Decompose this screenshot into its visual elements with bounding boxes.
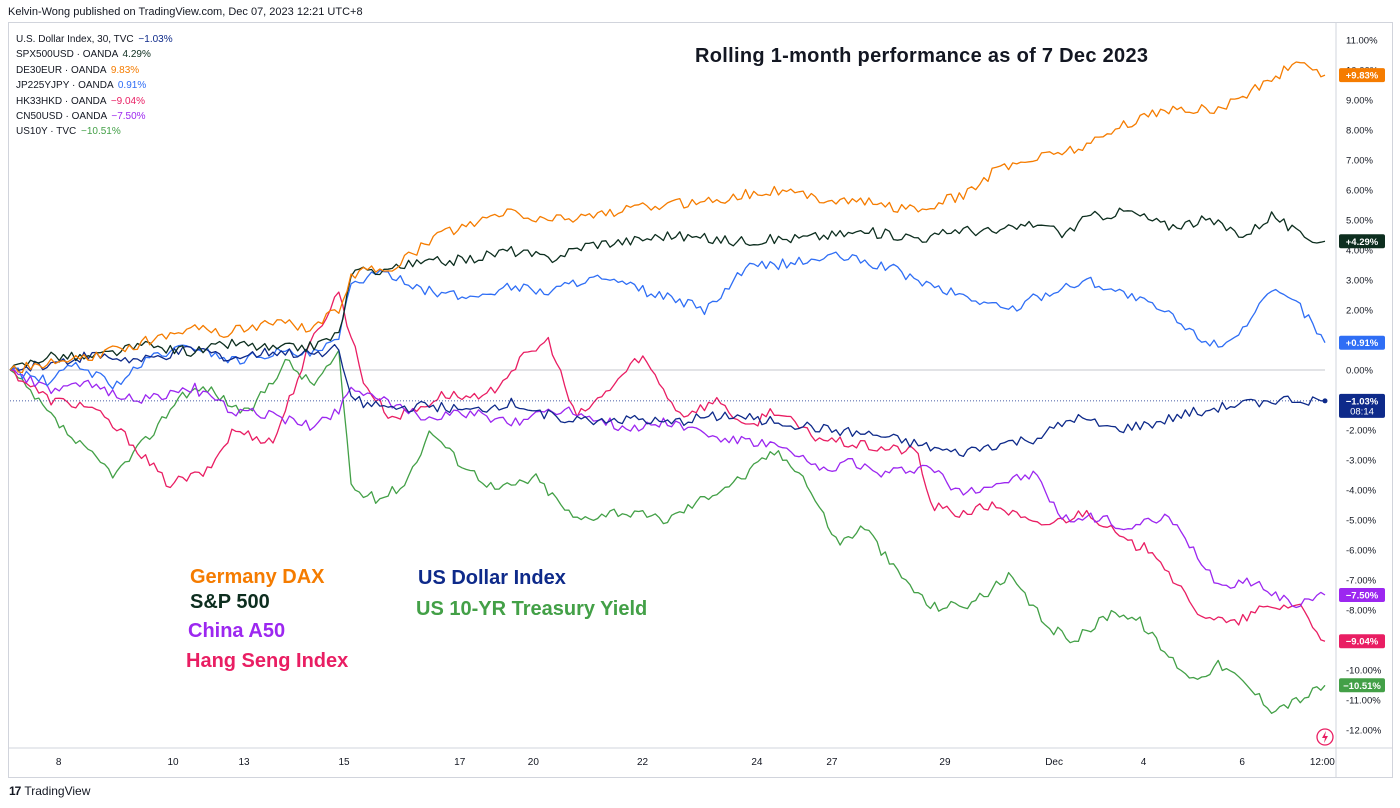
- time-badge-label: 08:14: [1350, 406, 1374, 417]
- x-tick-label: 13: [239, 757, 251, 768]
- legend-row-cn50[interactable]: CN50USD · OANDA −7.50%: [16, 109, 173, 124]
- legend-row-hk33[interactable]: HK33HKD · OANDA −9.04%: [16, 94, 173, 109]
- series-line-jp225: [9, 251, 1326, 390]
- last-value-label-spx: +4.29%: [1346, 237, 1379, 248]
- last-value-badge-spx: [1339, 234, 1385, 249]
- x-tick-label: 27: [826, 757, 838, 768]
- x-tick-label: 10: [167, 757, 179, 768]
- annotation-dxy: US Dollar Index: [418, 567, 566, 589]
- last-value-label-dxy: −1.03%: [1346, 396, 1379, 407]
- x-tick-label: 8: [56, 757, 62, 768]
- dxy-last-point: [1322, 398, 1328, 404]
- last-value-label-cn50: −7.50%: [1346, 591, 1379, 602]
- legend-row-spx[interactable]: SPX500USD · OANDA 4.29%: [16, 47, 173, 62]
- series-line-hk33: [9, 291, 1326, 642]
- last-value-badge-dax: [1339, 68, 1385, 83]
- last-value-badge-cn50: [1339, 588, 1385, 602]
- annotation-cn50: China A50: [188, 620, 286, 642]
- legend-label: U.S. Dollar Index, 30, TVC: [16, 34, 137, 45]
- footer-brand: 17 TradingView: [9, 784, 90, 798]
- legend-label: DE30EUR · OANDA: [16, 64, 109, 76]
- y-tick-label: -7.00%: [1346, 576, 1377, 587]
- y-tick-label: 8.00%: [1346, 126, 1373, 137]
- series-line-cn50: [9, 369, 1326, 609]
- y-tick-label: -5.00%: [1346, 516, 1377, 527]
- x-tick-label: 24: [751, 757, 763, 768]
- annotation-hk33: Hang Seng Index: [186, 650, 349, 672]
- legend-value: 9.83%: [110, 64, 140, 76]
- y-tick-label: -8.00%: [1346, 606, 1377, 617]
- legend-value: 4.29%: [122, 49, 151, 61]
- last-value-label-us10y: −10.51%: [1343, 681, 1381, 692]
- series-line-spx: [9, 207, 1326, 371]
- last-value-label-hk33: −9.04%: [1346, 637, 1379, 648]
- y-tick-label: -2.00%: [1346, 426, 1377, 437]
- y-tick-label: -10.00%: [1346, 666, 1382, 677]
- legend-label: JP225YJPY · OANDA: [16, 80, 116, 92]
- series-legend: U.S. Dollar Index, 30, TVC −1.03% SPX500U…: [16, 32, 173, 140]
- legend-row-jp225[interactable]: JP225YJPY · OANDA 0.91%: [16, 78, 173, 93]
- chart-frame: [8, 22, 1393, 778]
- y-tick-label: -3.00%: [1346, 456, 1377, 467]
- x-tick-label: 22: [637, 757, 649, 768]
- last-value-badge-hk33: [1339, 634, 1385, 649]
- y-tick-label: -12.00%: [1346, 726, 1382, 737]
- lightning-bolt-icon: [1322, 731, 1328, 743]
- x-tick-label: Dec: [1045, 757, 1063, 768]
- y-tick-label: 11.00%: [1346, 36, 1378, 47]
- x-tick-label: 6: [1239, 757, 1245, 768]
- y-tick-label: 4.00%: [1346, 246, 1373, 257]
- chart-title: Rolling 1-month performance as of 7 Dec …: [695, 45, 1149, 67]
- legend-label: CN50USD · OANDA: [16, 111, 110, 123]
- y-tick-label: 3.00%: [1346, 276, 1373, 287]
- x-tick-label: 20: [528, 757, 540, 768]
- y-tick-label: 7.00%: [1346, 156, 1373, 167]
- legend-value: −10.51%: [81, 126, 121, 138]
- legend-label: US10Y · TVC: [16, 126, 79, 138]
- x-tick-label: 4: [1141, 757, 1147, 768]
- publisher-caption: Kelvin-Wong published on TradingView.com…: [8, 6, 363, 18]
- tradingview-logo-icon: 17: [9, 784, 21, 798]
- annotation-us10y: US 10-YR Treasury Yield: [416, 598, 648, 620]
- last-value-badge-us10y: [1339, 678, 1385, 693]
- last-value-badge-dxy: [1339, 393, 1385, 418]
- legend-value: 0.91%: [117, 80, 147, 92]
- annotation-spx: S&P 500: [190, 591, 270, 613]
- legend-row-us10y[interactable]: US10Y · TVC −10.51%: [16, 124, 173, 139]
- series-line-us10y: [9, 349, 1326, 714]
- last-value-label-jp225: +0.91%: [1346, 338, 1379, 349]
- x-tick-label: 29: [939, 757, 951, 768]
- legend-value: −1.03%: [138, 34, 173, 45]
- series-line-dax: [9, 61, 1326, 374]
- legend-label: SPX500USD · OANDA: [16, 49, 121, 61]
- y-tick-label: 2.00%: [1346, 306, 1373, 317]
- y-tick-label: -4.00%: [1346, 486, 1377, 497]
- last-value-label-dax: +9.83%: [1346, 71, 1379, 82]
- footer-brand-label: TradingView: [24, 784, 91, 798]
- last-value-badge-jp225: [1339, 335, 1385, 350]
- lightning-icon: [1316, 728, 1334, 746]
- y-tick-label: 5.00%: [1346, 216, 1373, 227]
- x-tick-label: 17: [454, 757, 466, 768]
- legend-value: −9.04%: [110, 95, 146, 107]
- legend-value: −7.50%: [111, 111, 146, 123]
- x-tick-label: 12:00: [1310, 757, 1335, 768]
- y-tick-label: -11.00%: [1346, 696, 1381, 707]
- y-tick-label: 9.00%: [1346, 96, 1373, 107]
- legend-row-dxy[interactable]: U.S. Dollar Index, 30, TVC −1.03%: [16, 32, 173, 47]
- y-tick-label: 6.00%: [1346, 186, 1373, 197]
- legend-row-dax[interactable]: DE30EUR · OANDA 9.83%: [16, 63, 173, 78]
- annotation-dax: Germany DAX: [190, 566, 325, 588]
- y-tick-label: -6.00%: [1346, 546, 1377, 557]
- y-tick-label: 0.00%: [1346, 366, 1373, 377]
- legend-label: HK33HKD · OANDA: [16, 95, 109, 107]
- x-tick-label: 15: [338, 757, 350, 768]
- series-line-dxy: [9, 343, 1326, 458]
